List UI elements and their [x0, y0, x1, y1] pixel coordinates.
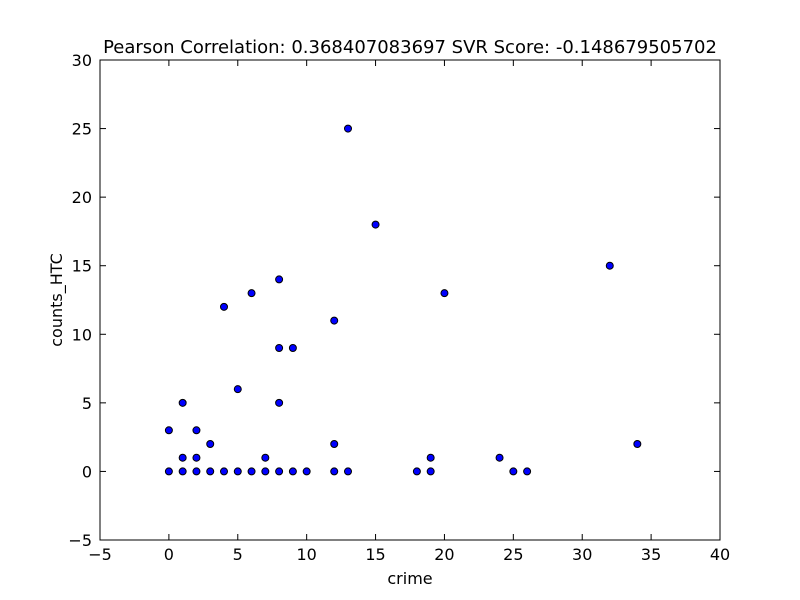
scatter-point: [330, 440, 339, 448]
y-ticks: −5 0 5 10 15 20 25 30: [68, 51, 720, 550]
scatter-point: [330, 316, 339, 325]
scatter-point: [247, 467, 256, 476]
x-tick-label: 0: [164, 545, 174, 564]
x-tick-label: 30: [572, 545, 592, 564]
x-tick-label: 35: [641, 545, 661, 564]
scatter-point: [178, 453, 187, 462]
x-tick-label: 10: [296, 545, 316, 564]
scatter-point: [371, 220, 380, 229]
scatter-point: [192, 453, 201, 462]
scatter-point: [233, 385, 242, 394]
scatter-point: [412, 467, 421, 476]
y-tick-label: 15: [72, 257, 92, 276]
scatter-point: [247, 289, 256, 298]
scatter-point: [288, 344, 297, 352]
scatter-point: [440, 289, 449, 298]
y-tick-label: 10: [72, 325, 92, 344]
scatter-point: [426, 453, 435, 462]
scatter-point: [192, 467, 201, 476]
scatter-point: [344, 467, 352, 476]
scatter-point: [164, 467, 173, 476]
chart-title: Pearson Correlation: 0.368407083697 SVR …: [103, 37, 717, 58]
scatter-point: [178, 398, 187, 407]
scatter-point: [178, 467, 187, 476]
scatter-point: [509, 467, 518, 476]
scatter-point: [206, 467, 215, 476]
scatter-point: [220, 467, 228, 476]
scatter-point: [220, 302, 228, 311]
y-tick-label: 20: [72, 188, 92, 207]
scatter-point: [426, 467, 435, 476]
scatter-point: [164, 426, 173, 435]
scatter-point: [523, 467, 532, 476]
x-tick-label: 5: [233, 545, 243, 564]
scatter-point: [192, 426, 201, 435]
scatter-point: [495, 453, 504, 462]
y-axis-label: counts_HTC: [47, 253, 67, 347]
x-ticks: −5 0 5 10 15 20 25 30 35 40: [88, 60, 730, 564]
x-axis-label: crime: [387, 569, 432, 588]
scatter-point: [605, 261, 614, 270]
plot-frame: [99, 59, 721, 541]
x-tick-label: −5: [88, 545, 112, 564]
y-tick-label: 0: [82, 462, 92, 481]
scatter-point: [233, 467, 242, 476]
scatter-point: [275, 398, 284, 407]
y-tick-label: 5: [82, 394, 92, 413]
scatter-point: [275, 275, 284, 284]
x-tick-label: 20: [434, 545, 454, 564]
scatter-point: [302, 467, 311, 476]
scatter-point: [288, 467, 297, 476]
points-layer: [164, 124, 642, 476]
scatter-point: [344, 124, 352, 133]
scatter-point: [275, 467, 284, 476]
scatter-point: [330, 467, 339, 476]
scatter-point: [261, 453, 270, 462]
scatter-point: [261, 467, 270, 476]
x-tick-label: 15: [365, 545, 385, 564]
scatter-point: [275, 344, 284, 352]
x-tick-label: 40: [710, 545, 730, 564]
y-tick-label: −5: [68, 531, 92, 550]
y-tick-label: 25: [72, 120, 92, 139]
y-tick-label: 30: [72, 51, 92, 70]
scatter-point: [206, 440, 215, 448]
x-tick-label: 25: [503, 545, 523, 564]
scatter-point: [633, 440, 642, 448]
